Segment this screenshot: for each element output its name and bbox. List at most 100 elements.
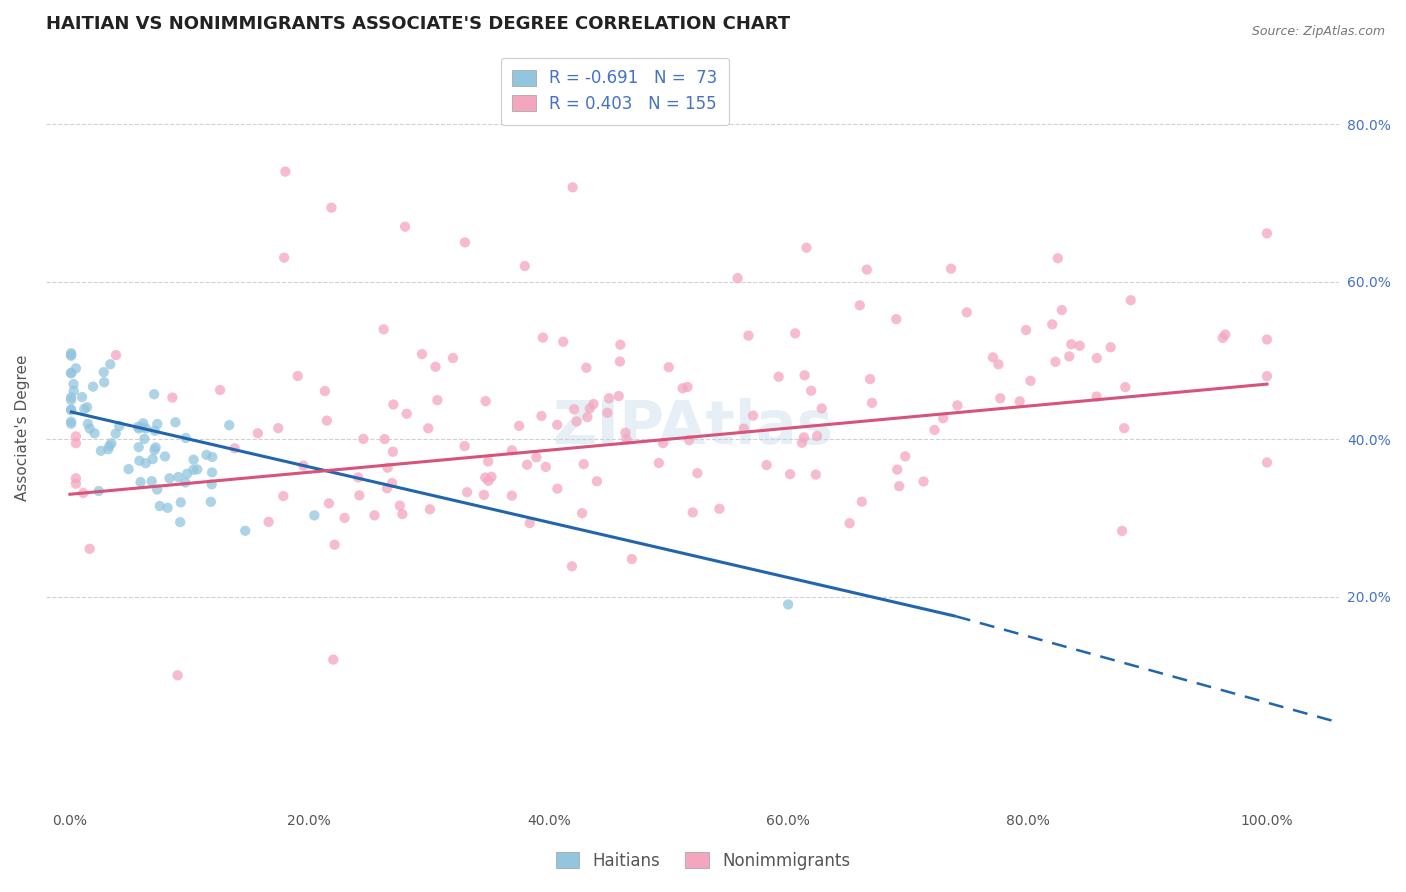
Point [165, 415, 187, 429]
Point [418, 421, 440, 435]
Point [609, 354, 631, 368]
Point [292, 458, 315, 473]
Point [394, 219, 416, 234]
Point [838, 516, 860, 531]
Point [793, 430, 815, 444]
Point [131, 420, 153, 434]
Point [531, 330, 554, 344]
Point [586, 475, 609, 489]
Point [981, 351, 1004, 365]
Point [1212, 331, 1234, 345]
Point [315, 414, 337, 428]
Point [117, 462, 139, 476]
Point [477, 454, 499, 468]
Point [273, 251, 295, 265]
Point [321, 201, 343, 215]
Point [143, 442, 166, 457]
Point [571, 506, 593, 520]
Point [76, 417, 98, 431]
Point [93, 376, 115, 390]
Point [65, 476, 87, 491]
Point [314, 384, 336, 398]
Point [676, 380, 699, 394]
Point [233, 524, 256, 538]
Point [333, 511, 356, 525]
Point [70, 390, 93, 404]
Point [579, 401, 602, 416]
Point [183, 463, 205, 477]
Point [60, 417, 83, 431]
Point [561, 559, 583, 574]
Point [375, 481, 398, 495]
Point [146, 417, 169, 431]
Point [72, 486, 94, 500]
Point [391, 507, 413, 521]
Point [425, 359, 447, 374]
Point [742, 409, 765, 423]
Point [79, 422, 101, 436]
Point [546, 482, 568, 496]
Point [609, 337, 631, 351]
Point [582, 397, 605, 411]
Point [93, 365, 115, 379]
Point [143, 387, 166, 401]
Legend: R = -0.691   N =  73, R = 0.403   N = 155: R = -0.691 N = 73, R = 0.403 N = 155 [501, 58, 728, 125]
Point [100, 436, 122, 450]
Point [87, 484, 110, 499]
Point [733, 422, 755, 436]
Point [1119, 293, 1142, 308]
Point [596, 406, 619, 420]
Point [98, 439, 121, 453]
Point [141, 474, 163, 488]
Point [1256, 369, 1278, 384]
Point [1099, 340, 1122, 354]
Point [60, 392, 83, 407]
Point [322, 652, 344, 666]
Point [377, 460, 399, 475]
Point [501, 489, 523, 503]
Point [851, 494, 873, 508]
Point [1045, 355, 1067, 369]
Point [62, 377, 84, 392]
Point [323, 538, 346, 552]
Point [530, 409, 553, 423]
Point [860, 396, 883, 410]
Point [79, 541, 101, 556]
Point [395, 407, 418, 421]
Point [388, 499, 411, 513]
Point [82, 379, 104, 393]
Point [98, 357, 121, 371]
Point [381, 476, 404, 491]
Point [174, 431, 197, 445]
Point [90, 443, 112, 458]
Point [472, 488, 495, 502]
Point [1059, 350, 1081, 364]
Point [793, 368, 815, 383]
Point [374, 432, 396, 446]
Point [60, 349, 83, 363]
Point [176, 467, 198, 481]
Point [60, 366, 83, 380]
Point [382, 397, 405, 411]
Point [1050, 303, 1073, 318]
Point [65, 471, 87, 485]
Point [287, 368, 309, 383]
Point [737, 328, 759, 343]
Point [134, 432, 156, 446]
Point [183, 452, 205, 467]
Point [456, 485, 478, 500]
Point [565, 415, 588, 429]
Point [932, 411, 955, 425]
Text: Source: ZipAtlas.com: Source: ZipAtlas.com [1251, 25, 1385, 38]
Point [224, 442, 246, 456]
Point [859, 372, 882, 386]
Point [132, 416, 155, 430]
Point [304, 508, 326, 523]
Point [678, 433, 700, 447]
Point [790, 435, 813, 450]
Point [806, 429, 828, 443]
Point [849, 298, 872, 312]
Point [186, 462, 208, 476]
Y-axis label: Associate's Degree: Associate's Degree [15, 354, 30, 500]
Point [474, 470, 496, 484]
